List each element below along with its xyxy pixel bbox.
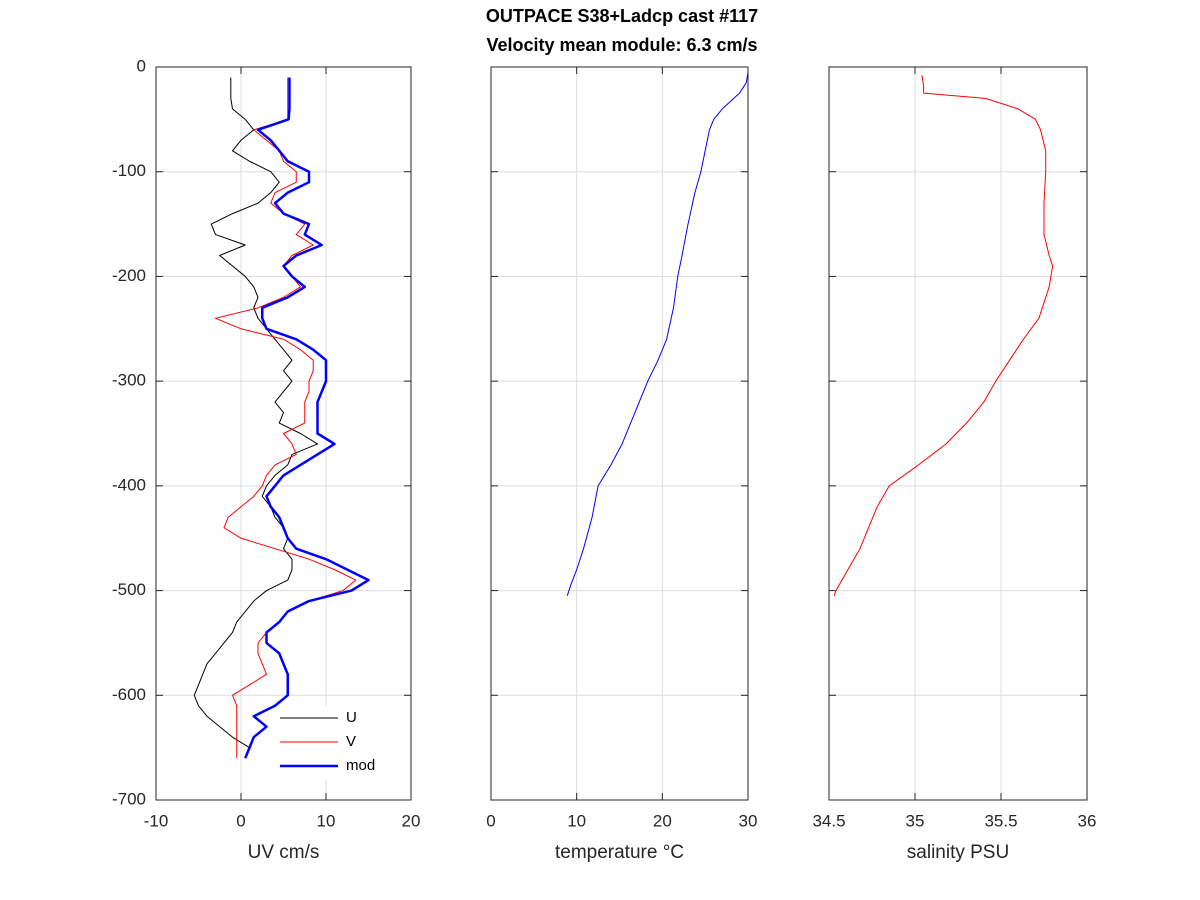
y-tick-label: -500 (112, 580, 146, 599)
x-tick-label: 0 (486, 811, 495, 830)
x-tick-label: 30 (739, 811, 758, 830)
y-tick-label: -400 (112, 475, 146, 494)
x-axis-label: salinity PSU (907, 842, 1009, 863)
axes-box (828, 66, 1088, 801)
series-line (566, 72, 749, 596)
y-tick-label: -100 (112, 161, 146, 180)
x-tick-label: 10 (317, 811, 336, 830)
series-line (193, 77, 318, 759)
x-tick-label: 10 (567, 811, 586, 830)
y-tick-label: -300 (112, 371, 146, 390)
figure-subtitle: Velocity mean module: 6.3 cm/s (486, 35, 757, 55)
x-tick-label: 34.5 (812, 811, 845, 830)
x-tick-label: 20 (402, 811, 421, 830)
series-line (244, 77, 370, 759)
x-tick-label: 0 (236, 811, 245, 830)
axes-background (491, 67, 748, 800)
legend-label: mod (346, 757, 375, 774)
y-tick-label: -700 (112, 789, 146, 808)
legend-label: V (346, 733, 356, 750)
x-axis-label: UV cm/s (248, 842, 320, 863)
x-tick-label: 35 (906, 811, 925, 830)
legend-label: U (346, 709, 357, 726)
axes-box (490, 66, 749, 801)
y-tick-label: 0 (137, 56, 146, 75)
x-tick-label: 36 (1078, 811, 1097, 830)
y-tick-label: -600 (112, 685, 146, 704)
x-tick-label: 20 (653, 811, 672, 830)
figure-title: OUTPACE S38+Ladcp cast #117 (486, 6, 758, 26)
x-axis-label: temperature °C (555, 842, 684, 863)
axes-box (155, 66, 412, 801)
axes-background (829, 67, 1087, 800)
x-tick-label: -10 (144, 811, 169, 830)
y-tick-label: -200 (112, 266, 146, 285)
series-line (833, 75, 1054, 596)
series-line (215, 77, 357, 759)
x-tick-label: 35.5 (984, 811, 1017, 830)
